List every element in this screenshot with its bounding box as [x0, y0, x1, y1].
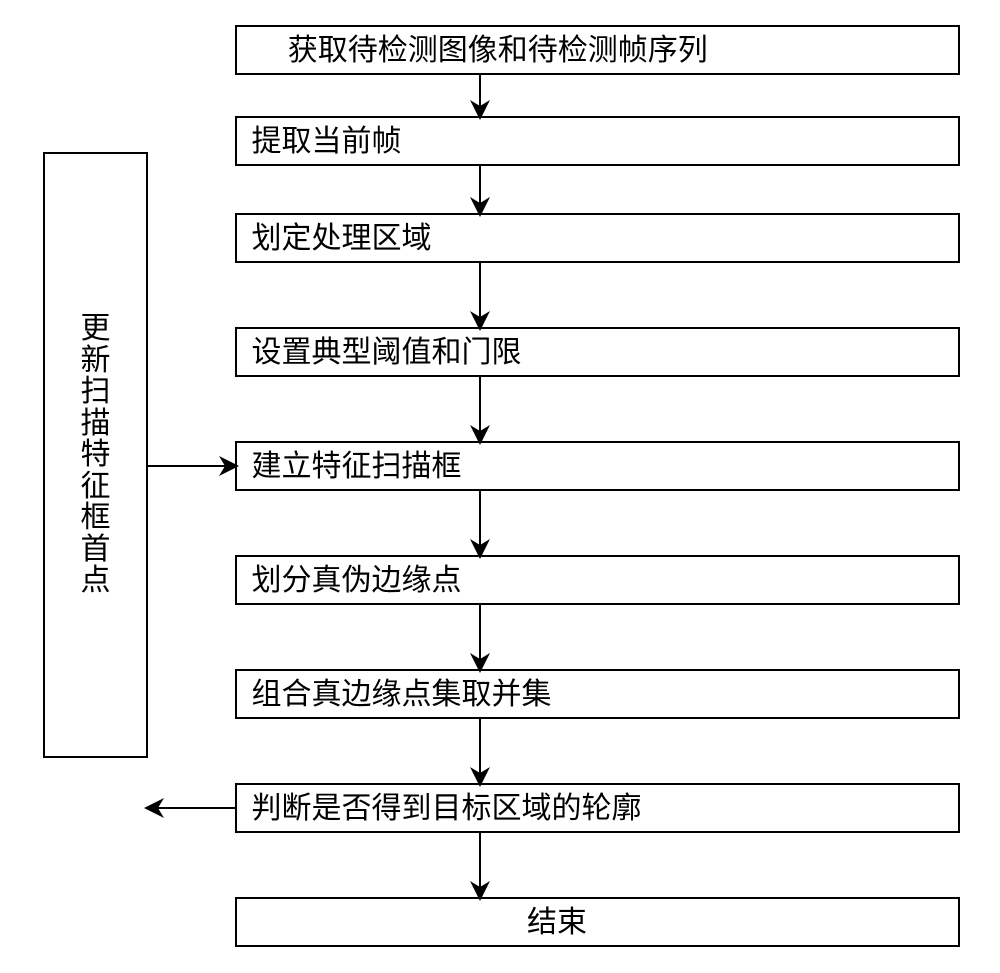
side-char: 首 — [81, 534, 111, 566]
step-label: 建立特征扫描框 — [252, 450, 462, 483]
step-label: 结束 — [527, 906, 587, 939]
side-update-box: 更新扫描特征框首点 — [43, 152, 148, 758]
step-label: 提取当前帧 — [252, 125, 402, 158]
side-char: 点 — [81, 565, 111, 597]
step-union-edge-set: 组合真边缘点集取并集 — [235, 669, 960, 719]
step-build-scan-box: 建立特征扫描框 — [235, 441, 960, 491]
step-label: 获取待检测图像和待检测帧序列 — [288, 34, 708, 67]
step-label: 设置典型阈值和门限 — [252, 336, 522, 369]
step-define-region: 划定处理区域 — [235, 213, 960, 263]
side-char: 扫 — [81, 376, 111, 408]
step-label: 划分真伪边缘点 — [252, 564, 462, 597]
step-label: 划定处理区域 — [252, 222, 432, 255]
step-acquire-image: 获取待检测图像和待检测帧序列 — [235, 25, 960, 75]
side-char: 框 — [81, 502, 111, 534]
side-char: 特 — [81, 439, 111, 471]
side-char: 描 — [81, 408, 111, 440]
side-char: 征 — [81, 471, 111, 503]
side-char: 新 — [81, 345, 111, 377]
step-set-threshold: 设置典型阈值和门限 — [235, 327, 960, 377]
step-label: 组合真边缘点集取并集 — [252, 678, 552, 711]
step-classify-edge: 划分真伪边缘点 — [235, 555, 960, 605]
step-check-contour: 判断是否得到目标区域的轮廓 — [235, 783, 960, 833]
step-extract-frame: 提取当前帧 — [235, 116, 960, 166]
side-char: 更 — [81, 313, 111, 345]
step-label: 判断是否得到目标区域的轮廓 — [252, 792, 642, 825]
step-end: 结束 — [235, 897, 960, 947]
